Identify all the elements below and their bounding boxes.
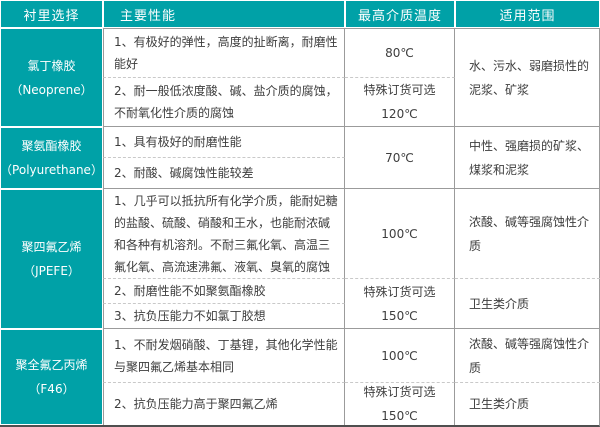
- material-name-cell: 聚四氟乙烯 （JPEFE）: [0, 189, 103, 329]
- header-main-performance: 主要性能: [103, 0, 345, 28]
- material-name-cell: 氯丁橡胶 （Neoprene）: [0, 28, 103, 127]
- material-name-cell: 聚全氟乙丙烯 （F46）: [0, 329, 103, 425]
- range-cell: 中性、强磨损的矿浆、煤浆和泥浆: [455, 127, 600, 189]
- header-lining-selection: 衬里选择: [0, 0, 103, 28]
- temperature-value: 100℃: [381, 226, 418, 241]
- temperature-value: 100℃: [381, 348, 418, 363]
- material-name: 氯丁橡胶: [27, 58, 76, 73]
- temperature-note: 特殊订货可选: [363, 284, 436, 299]
- material-alias: （Polyurethane）: [0, 163, 103, 177]
- material-name: 聚氨酯橡胶: [21, 139, 82, 153]
- temperature-cell: 100℃: [345, 189, 455, 279]
- performance-cell: 2、耐一般低浓度酸、碱、盐介质的腐蚀，不耐氧化性介质的腐蚀: [103, 78, 345, 127]
- temperature-value: 150℃: [381, 308, 418, 323]
- range-cell: 水、污水、弱磨损性的泥浆、矿浆: [455, 28, 600, 127]
- material-alias: （Neoprene）: [10, 82, 93, 97]
- temperature-value: 80℃: [385, 46, 414, 60]
- material-alias: （F46）: [28, 382, 75, 396]
- range-cell: 浓酸、碱等强腐蚀性介质: [455, 189, 600, 279]
- temperature-value: 120℃: [381, 107, 418, 121]
- performance-cell: 1、几乎可以抵抗所有化学介质，能耐妃糖的盐酸、硫酸、硝酸和王水，也能耐浓碱和各种…: [103, 189, 345, 279]
- performance-cell: 1、不耐发烟硝酸、丁基锂，其他化学性能与聚四氟乙烯基本相同: [103, 329, 345, 383]
- material-name: 聚全氟乙丙烯: [15, 358, 88, 372]
- material-name: 聚四氟乙烯: [21, 240, 82, 254]
- header-applicable-range: 适用范围: [455, 0, 600, 28]
- performance-cell: 1、有极好的弹性，高度的扯断离，耐磨性能好: [103, 28, 345, 78]
- header-max-temperature: 最高介质温度: [345, 0, 455, 28]
- temperature-cell: 100℃: [345, 329, 455, 383]
- temperature-cell: 特殊订货可选 150℃: [345, 279, 455, 329]
- performance-cell: 2、耐酸、碱腐蚀性能较差: [103, 158, 345, 189]
- range-cell: 浓酸、碱等强腐蚀性介质: [455, 329, 600, 383]
- temperature-cell: 70℃: [345, 127, 455, 189]
- performance-cell: 1、具有极好的耐磨性能: [103, 127, 345, 158]
- temperature-value: 150℃: [381, 409, 418, 423]
- temperature-note: 特殊订货可选: [363, 83, 436, 97]
- temperature-cell: 特殊订货可选 120℃: [345, 78, 455, 127]
- range-cell: 卫生类介质: [455, 279, 600, 329]
- temperature-cell: 特殊订货可选 150℃: [345, 383, 455, 425]
- performance-cell: 2、抗负压能力高于聚四氟乙烯: [103, 383, 345, 425]
- temperature-value: 70℃: [385, 150, 414, 165]
- material-alias: （JPEFE）: [23, 264, 80, 278]
- range-cell: 卫生类介质: [469, 397, 530, 411]
- performance-cell: 2、耐磨性能不如聚氨酯橡胶: [103, 279, 345, 304]
- temperature-cell: 80℃: [345, 28, 455, 78]
- performance-cell: 3、抗负压能力不如氯丁胶想: [103, 304, 345, 329]
- temperature-note: 特殊订货可选: [363, 385, 436, 399]
- material-name-cell: 聚氨酯橡胶 （Polyurethane）: [0, 127, 103, 189]
